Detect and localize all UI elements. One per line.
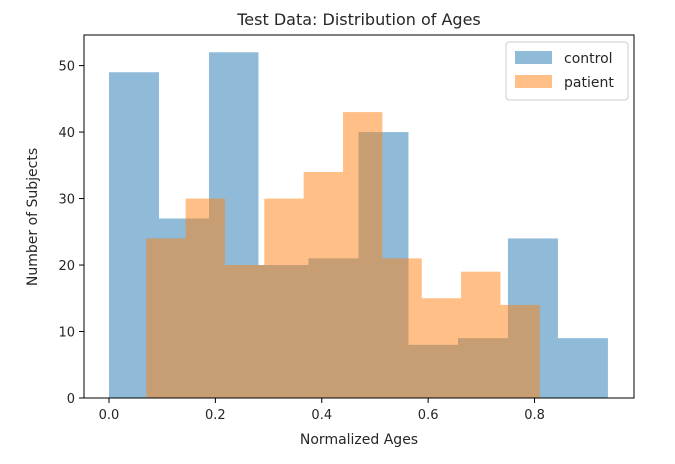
series-patient [146,112,540,398]
bar-patient-8 [461,271,501,398]
y-axis: 0 10 20 30 40 50 [58,60,84,407]
legend-swatch-control [515,51,552,64]
bar-patient-4 [303,171,344,398]
legend-swatch-patient [515,75,552,88]
bar-patient-3 [264,198,304,398]
x-tick-label-2: 0.4 [311,408,332,423]
y-tick-label-4: 40 [58,126,75,141]
y-tick-label-2: 20 [58,259,75,274]
bar-patient-0 [146,238,186,398]
bar-patient-9 [500,304,540,398]
plot-frame [83,34,635,399]
y-tick-label-1: 10 [58,326,75,341]
y-axis-label: Number of Subjects [25,148,41,286]
y-tick-label-3: 30 [58,193,75,208]
bar-patient-6 [382,258,422,398]
legend: control patient [505,41,629,101]
x-tick-label-3: 0.6 [418,408,439,423]
bar-patient-5 [343,112,383,398]
legend-label-patient: patient [564,75,614,91]
y-tick-label-0: 0 [67,392,75,407]
x-axis-label: Normalized Ages [300,432,418,448]
y-tick-label-5: 50 [58,60,75,75]
bars-layer [109,52,608,399]
bar-patient-1 [185,198,225,398]
chart-title: Test Data: Distribution of Ages [236,10,481,29]
x-axis: 0.0 0.2 0.4 0.6 0.8 [99,398,545,423]
bar-patient-7 [421,298,462,398]
x-tick-label-4: 0.8 [524,408,545,423]
bar-control-9 [557,338,608,398]
legend-label-control: control [564,51,613,67]
bar-patient-2 [224,265,265,398]
x-tick-label-1: 0.2 [205,408,226,423]
x-tick-label-0: 0.0 [99,408,120,423]
